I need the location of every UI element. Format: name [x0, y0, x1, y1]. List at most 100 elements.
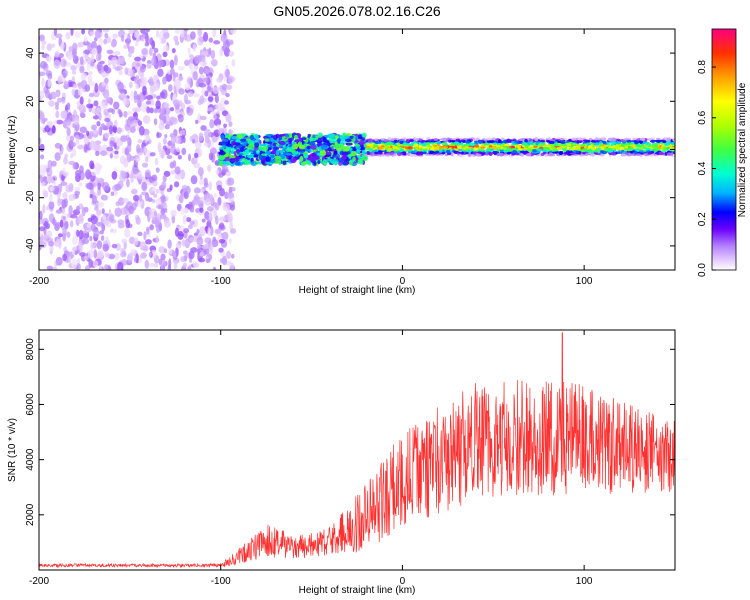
- spectrogram-cell: [142, 114, 151, 125]
- spectrogram-cell: [213, 193, 218, 198]
- spectrogram-cell: [168, 248, 173, 255]
- spectrogram-cell: [258, 145, 263, 152]
- spectrogram-cell: [615, 140, 622, 145]
- spectrogram-cell: [161, 29, 169, 34]
- spectrogram-cell: [473, 147, 479, 151]
- spectrogram-cell: [341, 155, 347, 160]
- spectrogram-cell: [55, 209, 63, 214]
- spectrogram-cell: [40, 114, 45, 124]
- spectrogram-cell: [108, 125, 113, 135]
- spectrogram-cell: [154, 157, 159, 166]
- spectrogram-cell: [72, 51, 77, 61]
- spectrogram-cell: [418, 148, 424, 151]
- spectrogram-cell: [410, 151, 416, 153]
- spectrogram-cell: [569, 152, 575, 155]
- spectrogram-cell: [273, 134, 278, 141]
- spectrogram-cell: [600, 150, 605, 154]
- spectrogram-cell: [130, 90, 134, 101]
- spectrogram-cell: [202, 77, 209, 83]
- spectrogram-cell: [172, 160, 177, 168]
- spectrogram-cell: [155, 189, 160, 195]
- spectrogram-cell: [437, 140, 441, 145]
- spectrogram-cell: [282, 159, 287, 166]
- spectrogram-cell: [114, 183, 122, 191]
- spectrogram-cell: [91, 47, 98, 56]
- spectrogram-cell: [148, 262, 157, 268]
- spectrogram-cell: [366, 143, 373, 147]
- spectrogram-cell: [108, 214, 114, 222]
- spectrogram-cell: [221, 34, 227, 43]
- spectrogram-cell: [488, 151, 493, 156]
- spectrogram-cell: [72, 235, 78, 246]
- spectrogram-cell: [396, 145, 401, 149]
- spectrogram-cell: [193, 196, 200, 206]
- spectrogram-cell: [153, 193, 158, 198]
- spectrogram-cell: [441, 137, 447, 142]
- spectrogram-cell: [83, 255, 89, 261]
- spectrogram-cell: [193, 187, 201, 194]
- spectrogram-cell: [201, 54, 206, 63]
- spectrogram-cell: [39, 126, 44, 131]
- spectrogram-cell: [522, 142, 528, 147]
- spectrogram-cell: [98, 112, 102, 121]
- spectrogram-cell: [197, 29, 203, 37]
- spectrogram-cell: [46, 230, 53, 239]
- spectrogram-cell: [361, 132, 367, 138]
- spectrogram-cell: [138, 125, 145, 136]
- spectrogram-cell: [204, 69, 210, 75]
- spectrogram-cell: [152, 180, 158, 187]
- spectrogram-cell: [278, 144, 283, 148]
- spectrogram-cell: [49, 186, 55, 192]
- spectrogram-cell: [57, 197, 61, 207]
- spectrogram-cell: [128, 29, 135, 34]
- spectrogram-cell: [148, 47, 153, 56]
- spectrogram-cell: [62, 171, 69, 177]
- spectrogram-cell: [61, 98, 66, 104]
- spectrogram-cell: [501, 137, 505, 141]
- spectrogram-cell: [54, 92, 60, 98]
- spectrogram-cell: [91, 124, 97, 131]
- spectrogram-cell: [98, 52, 102, 61]
- spectrogram-cell: [222, 161, 228, 165]
- spectrogram-cell: [71, 88, 76, 96]
- spectrogram-cell: [454, 147, 460, 152]
- x-tick-label: 0: [400, 276, 406, 287]
- spectrogram-cell: [155, 227, 160, 234]
- spectrogram-cell: [198, 66, 204, 75]
- spectrogram-cell: [159, 91, 165, 99]
- x-tick-label: -200: [29, 576, 49, 587]
- spectrogram-cell: [621, 143, 625, 147]
- spectrogram-cell: [396, 142, 402, 146]
- spectrogram-cell: [129, 155, 135, 161]
- spectrogram-cell: [420, 140, 427, 143]
- spectrogram-cell: [46, 43, 53, 52]
- spectrogram-cell: [264, 150, 271, 155]
- spectrogram-cell: [78, 104, 86, 113]
- spectrogram-cell: [149, 37, 154, 46]
- spectrogram-cell: [187, 153, 192, 162]
- spectrogram-cell: [185, 217, 192, 223]
- spectrogram-cell: [151, 199, 156, 204]
- colorbar-tick-label: 0.4: [697, 161, 708, 175]
- spectrogram-cell: [134, 77, 138, 84]
- spectrogram-cell: [99, 150, 108, 156]
- spectrogram-cell: [206, 206, 214, 212]
- spectrogram-cell: [105, 36, 112, 44]
- spectrogram-cell: [566, 143, 572, 147]
- spectrogram-cell: [227, 129, 234, 135]
- spectrogram-cell: [228, 50, 235, 57]
- spectrogram-cell: [290, 157, 297, 164]
- spectrogram-cell: [222, 139, 229, 142]
- spectrogram-cell: [125, 178, 130, 188]
- spectrogram-cell: [328, 146, 333, 152]
- spectrogram-cell: [124, 228, 131, 238]
- spectrogram-cell: [409, 153, 415, 157]
- spectrogram-cell: [203, 247, 210, 255]
- spectrogram-cell: [60, 58, 67, 68]
- spectrogram-cell: [582, 139, 589, 142]
- spectrogram-cell: [511, 150, 518, 154]
- spectrogram-cell: [39, 71, 46, 77]
- spectrogram-cell: [117, 219, 125, 225]
- spectrogram-cell: [409, 139, 414, 143]
- spectrogram-cell: [261, 145, 269, 152]
